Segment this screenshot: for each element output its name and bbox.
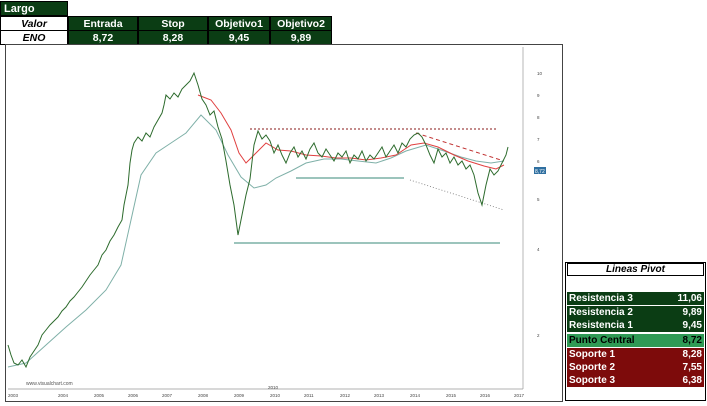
svg-text:4: 4: [537, 247, 540, 252]
objetivo1-column-header: Objetivo1: [208, 16, 270, 31]
pivot-label: Soporte 2: [569, 362, 616, 373]
pivot-label: Resistencia 2: [569, 307, 633, 318]
objetivo1-value: 9,45: [208, 30, 270, 45]
svg-text:2016: 2016: [480, 393, 491, 398]
svg-text:8: 8: [537, 115, 540, 120]
last-price-marker: [534, 167, 546, 174]
svg-text:9: 9: [537, 93, 540, 98]
objetivo2-column-header: Objetivo2: [270, 16, 332, 31]
svg-text:5: 5: [537, 197, 540, 202]
svg-text:2017: 2017: [514, 393, 525, 398]
price-chart[interactable]: 10 9 8 7 6 5 4 2 8,72 2003 2004 2005 200…: [6, 45, 562, 401]
pivot-panel-title: Lineas Pivot: [567, 263, 704, 276]
svg-text:2010: 2010: [268, 385, 279, 390]
svg-text:6: 6: [537, 159, 540, 164]
entrada-column-header: Entrada: [68, 16, 138, 31]
svg-text:2014: 2014: [410, 393, 421, 398]
watermark: www.visualchart.com: [26, 381, 73, 387]
svg-text:2010: 2010: [270, 393, 281, 398]
price-chart-frame[interactable]: 10 9 8 7 6 5 4 2 8,72 2003 2004 2005 200…: [5, 44, 563, 402]
svg-text:2013: 2013: [374, 393, 385, 398]
last-price-label: 8,72: [535, 169, 545, 175]
pivot-value: 8,28: [682, 349, 702, 360]
svg-text:2: 2: [537, 333, 540, 338]
trend-line-upper: [415, 132, 505, 162]
pivot-row-soporte-1: Soporte 1 8,28: [567, 348, 704, 361]
svg-text:2005: 2005: [94, 393, 105, 398]
pivot-value: 11,06: [677, 293, 702, 304]
pivot-row-resistencia-2: Resistencia 2 9,89: [567, 306, 704, 319]
svg-text:2009: 2009: [234, 393, 245, 398]
svg-text:2015: 2015: [446, 393, 457, 398]
svg-text:2004: 2004: [58, 393, 69, 398]
valor-column-header: Valor: [0, 16, 68, 31]
pivot-label: Soporte 1: [569, 349, 616, 360]
long-moving-average: [7, 114, 505, 368]
pivot-label: Punto Central: [569, 335, 635, 346]
pivot-value: 6,38: [682, 375, 702, 386]
header-row-values: ENO 8,72 8,28 9,45 9,89: [0, 30, 332, 45]
pivot-label: Soporte 3: [569, 375, 616, 386]
svg-text:10: 10: [537, 71, 543, 76]
time-axis: 2003 2004 2005 2006 2007 2008 2009 2010 …: [8, 385, 525, 398]
pivot-row-resistencia-3: Resistencia 3 11,06: [567, 292, 704, 305]
svg-text:2006: 2006: [128, 393, 139, 398]
pivot-label: Resistencia 1: [569, 320, 633, 331]
pivot-value: 8,72: [682, 335, 702, 346]
entrada-value: 8,72: [68, 30, 138, 45]
pivot-value: 9,45: [682, 320, 702, 331]
svg-text:2007: 2007: [162, 393, 173, 398]
svg-text:2003: 2003: [8, 393, 19, 398]
pivot-row-resistencia-1: Resistencia 1 9,45: [567, 319, 704, 332]
pivot-row-soporte-2: Soporte 2 7,55: [567, 361, 704, 374]
svg-text:2012: 2012: [340, 393, 351, 398]
stop-column-header: Stop: [138, 16, 208, 31]
pivot-value: 9,89: [682, 307, 702, 318]
pivot-label: Resistencia 3: [569, 293, 633, 304]
svg-text:2008: 2008: [198, 393, 209, 398]
price-series: [7, 71, 509, 369]
pivot-value: 7,55: [682, 362, 702, 373]
svg-text:2011: 2011: [304, 393, 314, 398]
strategy-title: Largo: [0, 1, 68, 16]
price-axis: 10 9 8 7 6 5 4 2: [537, 71, 543, 338]
pivot-row-soporte-3: Soporte 3 6,38: [567, 374, 704, 387]
pivot-row-punto-central: Punto Central 8,72: [567, 334, 704, 347]
ticker-value: ENO: [0, 30, 68, 45]
stop-value: 8,28: [138, 30, 208, 45]
objetivo2-value: 9,89: [270, 30, 332, 45]
svg-text:7: 7: [537, 137, 540, 142]
header-row-labels: Valor Entrada Stop Objetivo1 Objetivo2: [0, 16, 332, 31]
